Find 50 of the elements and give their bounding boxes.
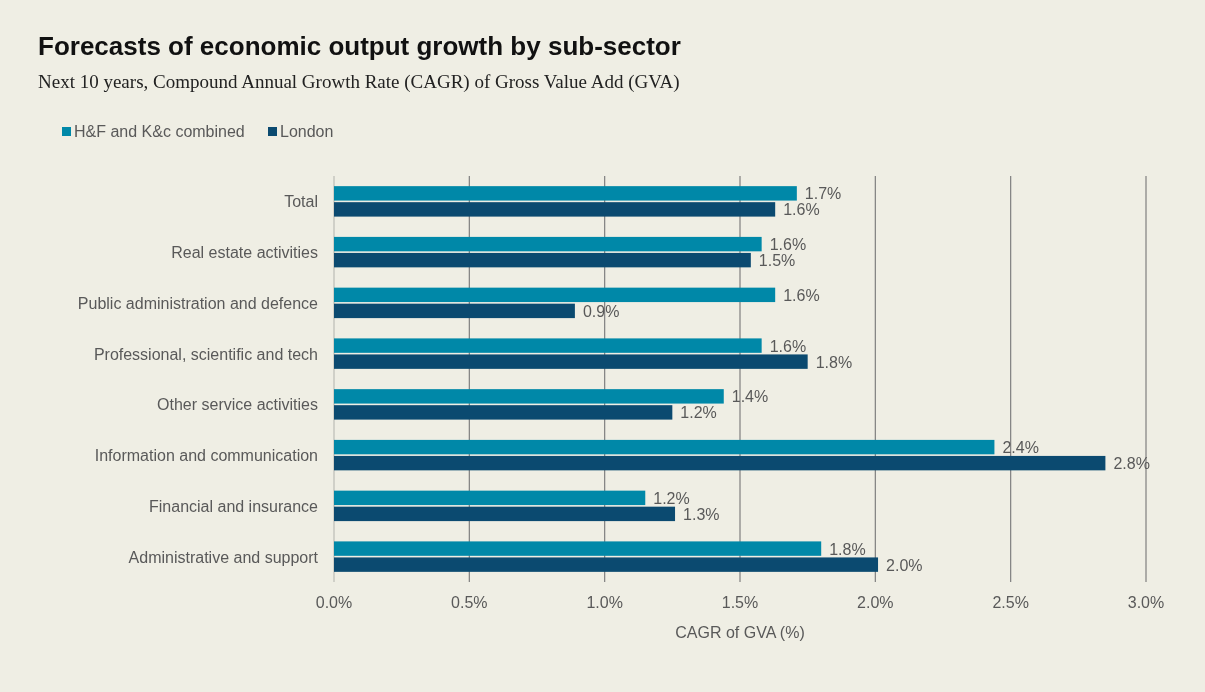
y-tick-label: Professional, scientific and tech (93, 345, 318, 363)
bar (334, 303, 575, 319)
y-tick-label: Public administration and defence (77, 294, 319, 312)
x-tick-label: 2.0% (857, 594, 894, 611)
data-label: 1.2% (680, 404, 717, 422)
y-tick-label: Information and communication (94, 447, 318, 465)
data-label: 1.6% (783, 201, 820, 219)
y-tick-label: Real estate activities (171, 244, 318, 262)
data-label: 1.6% (783, 286, 820, 304)
bar (334, 236, 762, 252)
x-tick-label: 2.5% (992, 594, 1029, 611)
data-label: 1.6% (769, 236, 807, 254)
data-label: 1.5% (758, 252, 796, 270)
legend-label: H&F and K&c combined (74, 123, 245, 140)
bar (334, 541, 822, 556)
bar (334, 202, 776, 217)
bar (334, 490, 646, 506)
bar (334, 506, 676, 522)
y-tick-label: Financial and insurance (149, 497, 319, 515)
y-tick-label: Total (284, 193, 318, 211)
data-label: 2.8% (1113, 455, 1150, 473)
x-tick-label: 1.5% (721, 594, 759, 611)
x-tick-label: 1.0% (586, 594, 623, 611)
x-axis-title: CAGR of GVA (%) (675, 624, 805, 641)
legend-label: London (280, 123, 334, 140)
x-tick-label: 3.0% (1127, 594, 1165, 611)
bar (334, 354, 808, 369)
data-label: 2.0% (886, 556, 923, 574)
data-label: 1.7% (804, 185, 842, 203)
bar (334, 557, 879, 572)
chart-title: Forecasts of economic output growth by sub-sector (38, 31, 681, 61)
y-tick-label: Other service activities (157, 396, 318, 414)
bar (334, 287, 776, 303)
data-label: 1.3% (683, 505, 720, 523)
data-label: 1.4% (731, 388, 769, 406)
x-tick-label: 0.5% (451, 594, 488, 611)
bar (334, 389, 724, 404)
bar (334, 455, 1106, 471)
bar (334, 252, 751, 268)
data-label: 1.2% (653, 489, 690, 507)
bar (334, 338, 762, 353)
data-label: 1.6% (769, 337, 807, 355)
data-label: 1.8% (829, 540, 866, 558)
bar (334, 186, 797, 201)
y-tick-label: Administrative and support (128, 548, 319, 566)
bar (334, 439, 995, 455)
x-tick-label: 0.0% (315, 594, 353, 611)
data-label: 1.8% (815, 353, 853, 371)
chart-subtitle: Next 10 years, Compound Annual Growth Rate (CAGR) of Gross Value Add (GVA) (38, 71, 680, 93)
bar (334, 405, 673, 420)
